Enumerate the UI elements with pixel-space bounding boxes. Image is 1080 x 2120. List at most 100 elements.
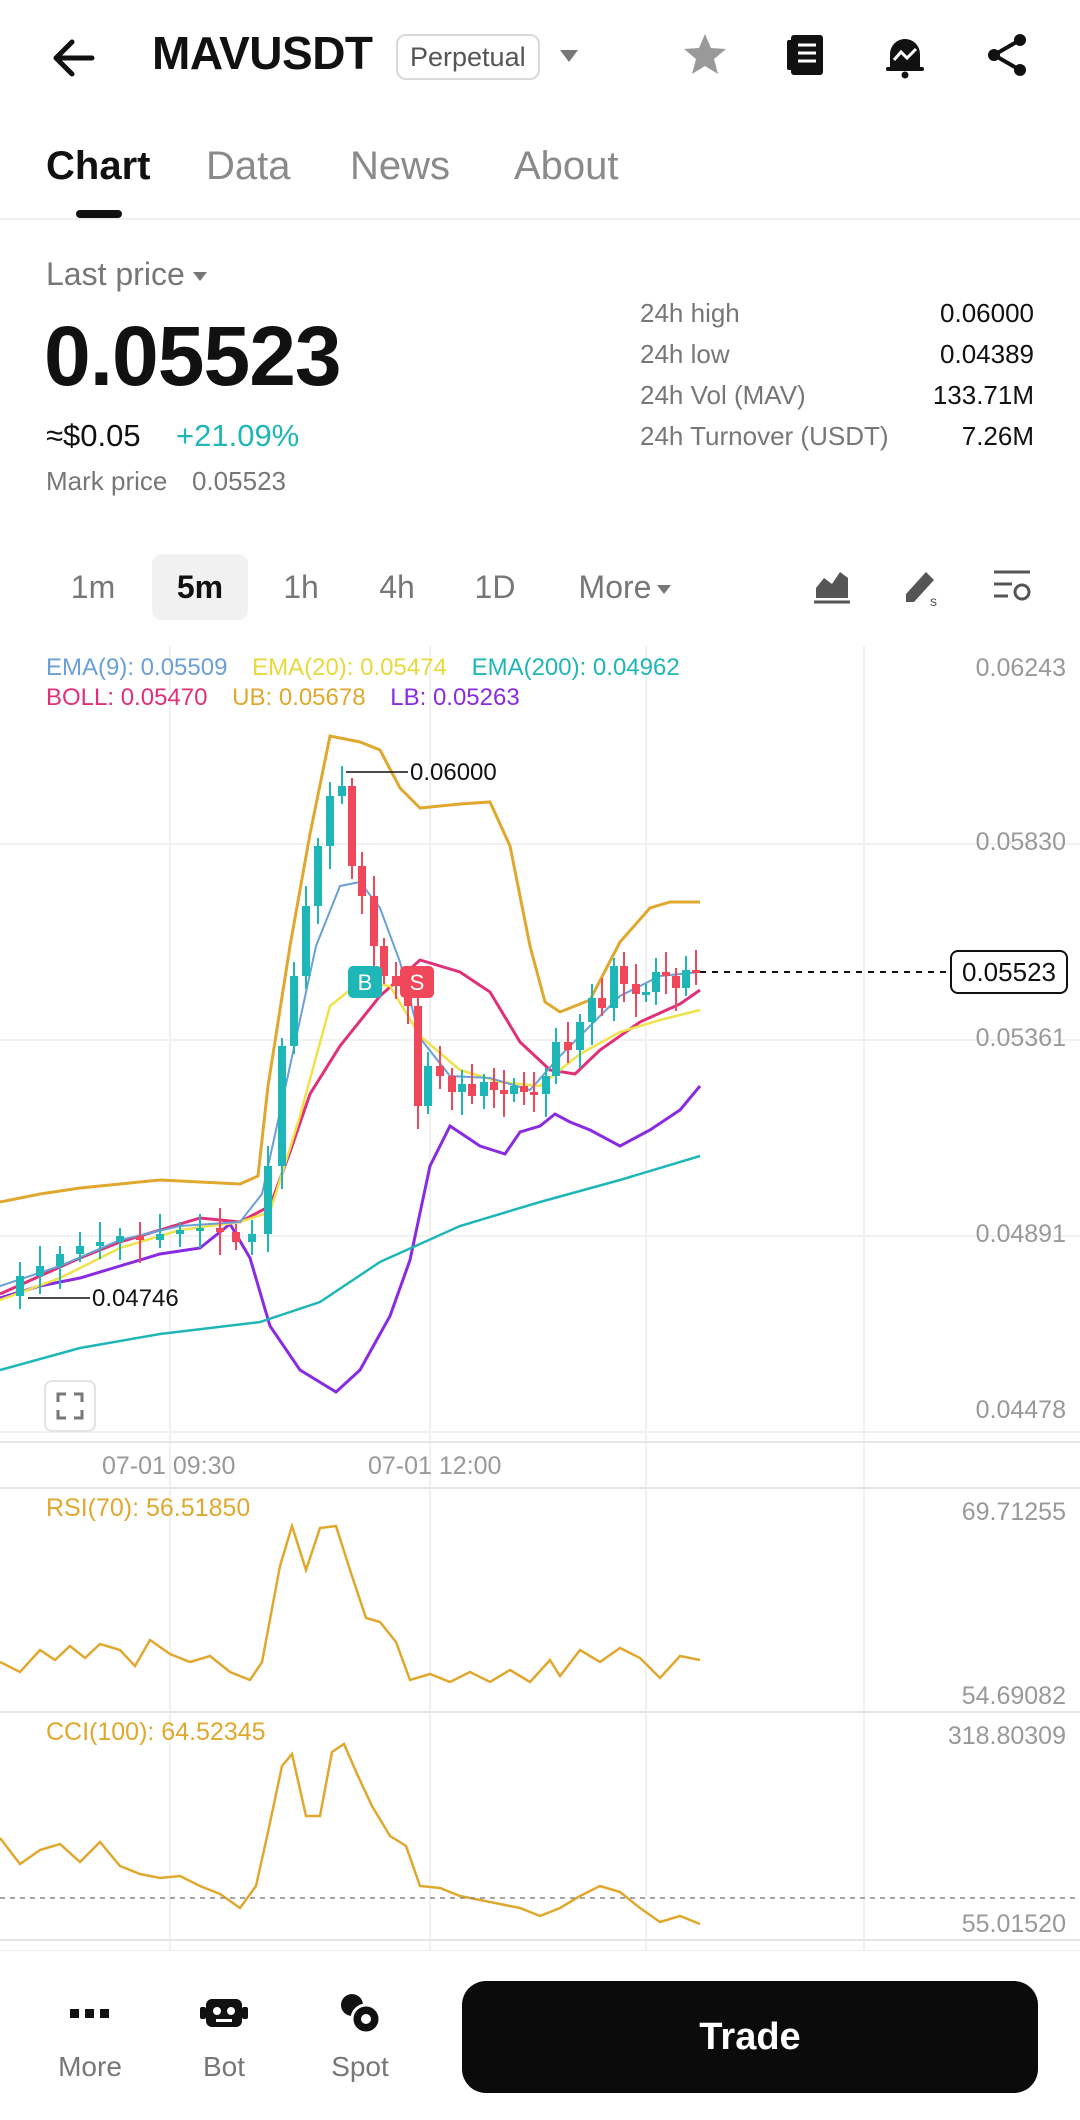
more-dots-icon [70,2009,109,2018]
tab-data[interactable]: Data [206,144,291,188]
candle-body [436,1066,444,1076]
candle-body [338,786,346,796]
nav-more[interactable]: More [40,1987,140,2083]
cci-title: CCI(100): 64.52345 [46,1718,266,1746]
rsi-min-label: 54.69082 [961,1682,1066,1710]
candle-body [448,1076,456,1092]
chart-grid [0,646,1080,1956]
time-axis-label: 07-01 12:00 [368,1452,502,1480]
candle-body [642,992,650,995]
indicator-settings-icon[interactable] [990,564,1034,608]
cci-min-label: 55.01520 [961,1910,1066,1938]
candle-body [302,906,310,976]
candlestick-series [16,766,700,1309]
candle-body [36,1266,44,1276]
candle-body [424,1066,432,1106]
cci-line [0,1742,701,1926]
candle-body [136,1236,144,1240]
interval-1m[interactable]: 1m [70,569,116,605]
nav-label: Bot [202,2051,246,2082]
chart-overlay: EMA(9): 0.05509 EMA(20): 0.05474 EMA(200… [0,646,1080,1956]
price-axis-label: 0.05361 [975,1024,1066,1052]
candle-body [468,1084,476,1096]
price-axis-label: 0.06243 [975,654,1066,682]
header: MAVUSDT Perpetual [0,0,1080,116]
nav-spot[interactable]: Spot [310,1987,410,2083]
trade-button[interactable]: Trade [462,1981,1038,2093]
buy-marker[interactable]: B [348,966,382,998]
interval-5m[interactable]: 5m [152,554,248,620]
candle-body [156,1234,164,1240]
candle-body [380,946,388,976]
last-price-value: 0.05523 [44,309,342,403]
interval-1h[interactable]: 1h [283,569,319,605]
candle-body [662,972,670,976]
star-icon[interactable] [680,30,730,80]
mark-price-value: 0.05523 [192,466,286,496]
symbol-title[interactable]: MAVUSDT [152,27,373,79]
ema200-value: EMA(200): 0.04962 [471,654,680,681]
ema-legend: EMA(9): 0.05509 EMA(20): 0.05474 EMA(200… [46,654,698,682]
price-axis-label: 0.04478 [975,1396,1066,1424]
fullscreen-button[interactable] [44,1380,96,1432]
candle-body [314,846,322,906]
last-price-selector[interactable]: Last price [46,256,207,293]
contract-type-badge: Perpetual [396,34,540,80]
ema9-value: EMA(9): 0.05509 [46,654,228,681]
svg-text:S: S [410,970,425,995]
candle-body [264,1166,272,1234]
stat-row: 24h Turnover (USDT) 7.26M [640,421,1034,462]
tab-bar: Chart Data News About [0,130,1080,220]
candle-body [458,1084,466,1092]
price-alert-icon[interactable] [880,30,930,80]
mark-price-label: Mark price [46,466,168,496]
orderbook-icon[interactable] [782,30,832,80]
rsi-max-label: 69.71255 [961,1498,1066,1526]
interval-more-label: More [578,569,652,605]
stat-value: 133.71M [932,380,1034,410]
price-axis-label: 0.05830 [975,828,1066,856]
ema200-line [0,1154,701,1372]
candle-body [500,1090,508,1094]
current-price-tag[interactable]: 0.05523 [950,950,1068,994]
last-price-label: Last price [46,256,185,292]
tab-chart[interactable]: Chart [46,144,151,188]
share-icon[interactable] [982,30,1032,80]
price-axis-label: 0.04891 [975,1220,1066,1248]
drawing-tool-icon[interactable]: s [900,564,944,608]
candle-body [358,866,366,896]
caret-down-icon [657,585,672,595]
chart-canvas[interactable]: 0.06000 0.04746 B S [0,646,1080,1956]
stat-value: 7.26M [961,421,1034,451]
candle-body [652,972,660,992]
interval-more[interactable]: More [560,554,690,620]
back-arrow-icon[interactable] [46,30,102,86]
interval-1d[interactable]: 1D [474,569,516,605]
stats-panel: 24h high 0.06000 24h low 0.04389 24h Vol… [640,298,1034,462]
candle-body [564,1042,572,1050]
boll-upper-line [0,734,700,1204]
candle-body [610,966,618,1008]
candle-body [348,786,356,866]
sell-marker[interactable]: S [400,966,434,998]
interval-4h[interactable]: 4h [379,569,415,605]
nav-label: More [58,2051,122,2082]
candle-body [480,1082,488,1096]
svg-text:s: s [930,593,937,608]
chart-type-icon[interactable] [810,564,854,608]
stat-value: 0.04389 [940,339,1034,369]
candle-body [692,970,700,973]
candle-body [682,970,690,988]
candle-body [588,998,596,1022]
tab-news[interactable]: News [350,144,451,188]
candle-body [576,1022,584,1050]
nav-bot[interactable]: Bot [174,1987,274,2083]
candle-body [490,1082,498,1090]
stat-row: 24h high 0.06000 [640,298,1034,339]
candle-body [232,1232,240,1242]
stat-value: 0.06000 [940,298,1034,328]
candle-body [520,1086,528,1092]
symbol-dropdown-icon[interactable] [560,50,578,62]
tab-about[interactable]: About [514,144,619,188]
low-annotation: 0.04746 [92,1285,179,1312]
